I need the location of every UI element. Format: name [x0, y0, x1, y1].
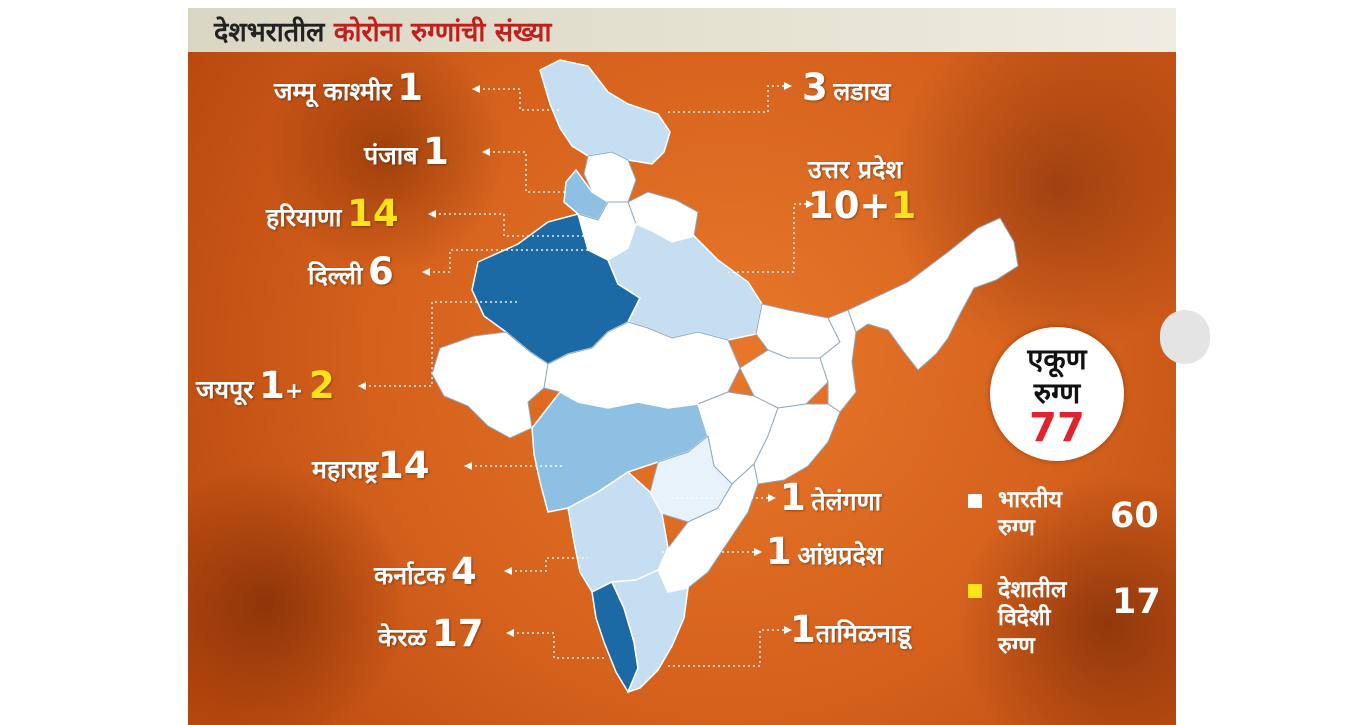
leader-haryana — [434, 213, 588, 237]
count-punjab: 1 — [423, 130, 449, 173]
label-uttar-pradesh: उत्तर प्रदेश 10+1 — [808, 152, 916, 227]
label-maharashtra: महाराष्ट्र14 — [312, 444, 430, 487]
legend-indian-swatch — [968, 494, 982, 508]
leader-tamil-nadu — [666, 629, 784, 667]
count-jammu-kashmir: 1 — [397, 66, 423, 109]
state-name-tamil-nadu: तामिळनाडू — [815, 619, 911, 648]
region-northeast — [847, 217, 1019, 371]
label-haryana: हरियाणा 14 — [266, 192, 399, 235]
count-jaipur: 1 — [259, 364, 285, 407]
leader-jammu-kashmir — [478, 88, 560, 111]
legend-indian-label: भारतीय रुग्ण — [998, 486, 1062, 542]
label-jammu-kashmir: जम्मू काश्मीर 1 — [274, 66, 423, 109]
arrow-tamil-nadu — [784, 626, 792, 634]
total-label-line2: रुग्ण — [1033, 376, 1081, 410]
count-haryana: 14 — [347, 192, 399, 235]
label-jaipur: जयपूर 1+ 2 — [196, 364, 335, 407]
leader-delhi — [428, 249, 598, 273]
count-tamil-nadu: 1 — [790, 608, 816, 651]
label-andhra-pradesh: 1 आंध्रप्रदेश — [766, 530, 883, 573]
arrow-ladakh — [784, 82, 792, 90]
state-name-jammu-kashmir: जम्मू काश्मीर — [274, 77, 392, 106]
count-kerala: 17 — [432, 612, 484, 655]
map-panel: जम्मू काश्मीर 1 पंजाब 1 हरियाणा 14 दिल्ल… — [188, 52, 1176, 725]
leader-uttar-pradesh — [728, 203, 806, 273]
legend-foreign-line2: विदेशी — [998, 605, 1051, 631]
legend-foreign-value: 17 — [1112, 582, 1161, 622]
count-telangana: 1 — [780, 476, 806, 519]
label-tamil-nadu: 1तामिळनाडू — [790, 608, 911, 651]
total-label-line1: एकूण — [1027, 342, 1087, 376]
state-name-uttar-pradesh: उत्तर प्रदेश — [808, 155, 903, 184]
title-bar: देशभरातील कोरोना रुग्णांची संख्या — [188, 8, 1176, 52]
state-name-ladakh: लडाख — [833, 77, 891, 106]
label-punjab: पंजाब 1 — [364, 130, 449, 173]
state-name-haryana: हरियाणा — [266, 203, 342, 232]
legend-foreign-line3: रुग्ण — [998, 633, 1035, 659]
arrow-delhi — [422, 268, 430, 276]
page-title: देशभरातील कोरोना रुग्णांची संख्या — [214, 12, 551, 49]
label-ladakh: 3 लडाख — [802, 66, 891, 109]
leader-karnataka — [510, 557, 588, 572]
state-name-punjab: पंजाब — [364, 141, 418, 170]
leader-ladakh — [668, 85, 784, 113]
region-tamil-nadu — [610, 569, 689, 694]
title-part-2: कोरोना रुग्णांची संख्या — [333, 17, 552, 48]
side-tab — [1160, 310, 1210, 364]
foreign-count-uttar-pradesh: 1 — [890, 184, 917, 227]
total-badge: एकूण रुग्ण 77 — [990, 327, 1124, 461]
legend-indian-value: 60 — [1110, 496, 1159, 536]
total-value: 77 — [1029, 405, 1085, 451]
leader-punjab — [488, 151, 568, 193]
label-telangana: 1 तेलंगणा — [780, 476, 881, 519]
state-name-kerala: केरळ — [378, 623, 427, 652]
count-maharashtra: 14 — [378, 444, 430, 487]
count-ladakh: 3 — [802, 66, 828, 109]
arrow-karnataka — [504, 567, 512, 575]
region-gujarat — [431, 331, 549, 439]
legend-indian-line1: भारतीय — [998, 487, 1062, 513]
arrow-kerala — [506, 629, 514, 637]
plus-jaipur: + — [284, 379, 304, 404]
arrow-maharashtra — [464, 462, 472, 470]
legend-foreign-swatch — [968, 584, 982, 598]
leader-kerala — [512, 632, 606, 659]
label-kerala: केरळ 17 — [378, 612, 484, 655]
arrow-jammu-kashmir — [472, 85, 480, 93]
state-name-andhra-pradesh: आंध्रप्रदेश — [797, 541, 883, 570]
legend-indian-line2: रुग्ण — [998, 515, 1035, 541]
foreign-count-jaipur: 2 — [308, 364, 335, 407]
title-part-1: देशभरातील — [214, 17, 325, 48]
label-delhi: दिल्ली 6 — [308, 250, 394, 293]
state-name-maharashtra: महाराष्ट्र — [312, 455, 379, 484]
count-uttar-pradesh: 10 — [808, 184, 860, 227]
region-uttar-pradesh — [607, 222, 763, 341]
state-name-telangana: तेलंगणा — [811, 487, 882, 516]
count-karnataka: 4 — [450, 550, 477, 593]
arrow-telangana — [768, 494, 776, 502]
region-odisha — [753, 403, 841, 485]
count-andhra-pradesh: 1 — [766, 530, 792, 573]
label-karnataka: कर्नाटक 4 — [374, 550, 477, 593]
arrow-punjab — [482, 148, 490, 156]
arrow-uttar-pradesh — [806, 200, 814, 208]
legend-foreign-line1: देशातील — [998, 577, 1067, 603]
arrow-andhra-pradesh — [754, 548, 762, 556]
count-delhi: 6 — [368, 250, 394, 293]
india-map — [358, 59, 1019, 694]
state-name-delhi: दिल्ली — [308, 261, 363, 290]
arrow-jaipur — [358, 382, 366, 390]
leader-jaipur — [364, 301, 518, 387]
state-name-jaipur: जयपूर — [196, 375, 254, 404]
state-name-karnataka: कर्नाटक — [374, 561, 446, 590]
plus-uttar-pradesh: + — [859, 184, 891, 227]
region-jammu-kashmir — [539, 59, 671, 165]
arrow-haryana — [428, 210, 436, 218]
legend-foreign-label: देशातील विदेशी रुग्ण — [998, 576, 1066, 660]
